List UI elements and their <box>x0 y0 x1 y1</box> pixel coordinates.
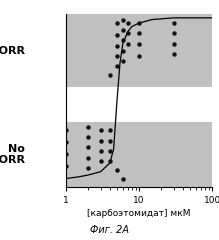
Bar <box>66 121 212 187</box>
Text: Фиг. 2А: Фиг. 2А <box>90 225 129 235</box>
Text: No
LORR: No LORR <box>0 144 25 165</box>
Bar <box>66 14 212 87</box>
Text: LORR: LORR <box>0 46 25 56</box>
X-axis label: [карбоэтомидат] мкМ: [карбоэтомидат] мкМ <box>87 209 191 218</box>
